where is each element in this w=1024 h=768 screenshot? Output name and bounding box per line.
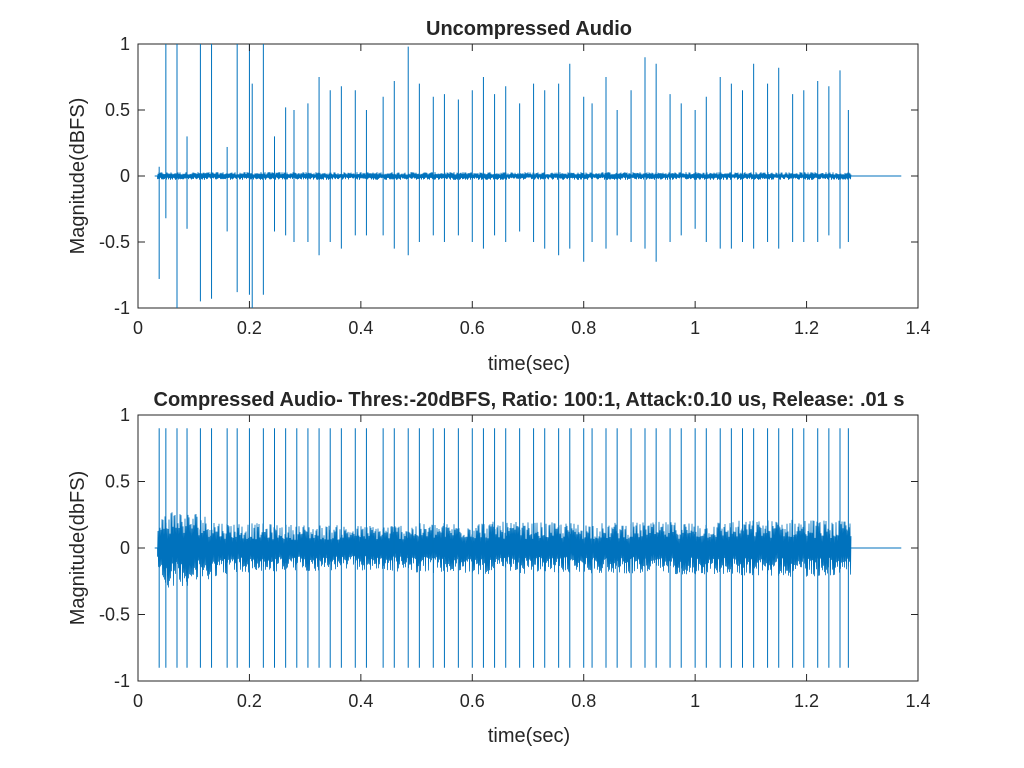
x-tick-label: 0	[133, 318, 143, 338]
y-tick-label: 0	[120, 166, 130, 186]
uncompressed-audio-plot: Uncompressed Audio 0 0.2 0.4 0.6 0.8 1 1.2 1.4 -…	[67, 18, 931, 375]
x-tick-label: 0.4	[348, 691, 373, 711]
y-axis-label: Magnitude(dbFS)	[67, 471, 89, 626]
y-tick-label: 1	[120, 34, 130, 54]
axis-ticks: 0 0.2 0.4 0.6 0.8 1 1.2 1.4 -1 -0.5 0 0.5 1	[99, 405, 931, 711]
x-tick-label: 1	[690, 691, 700, 711]
x-tick-label: 1	[690, 318, 700, 338]
waveform-body	[157, 512, 852, 588]
axis-ticks: 0 0.2 0.4 0.6 0.8 1 1.2 1.4 -1 -0.5 0 0.5 1	[99, 34, 931, 338]
plot-title: Uncompressed Audio	[426, 18, 632, 40]
y-axis-label: Magnitude(dBFS)	[67, 98, 89, 255]
y-tick-label: 1	[120, 405, 130, 425]
waveform-body	[157, 171, 852, 181]
compressed-audio-plot: Compressed Audio- Thres:-20dBFS, Ratio: …	[67, 389, 931, 747]
x-tick-label: 0.4	[348, 318, 373, 338]
x-tick-label: 0.2	[237, 691, 262, 711]
x-tick-label: 1.4	[905, 318, 930, 338]
x-tick-label: 0.8	[571, 318, 596, 338]
y-tick-label: -0.5	[99, 232, 130, 252]
x-tick-label: 1.2	[794, 318, 819, 338]
y-tick-label: -1	[114, 298, 130, 318]
y-tick-label: 0.5	[105, 100, 130, 120]
y-tick-label: 0	[120, 538, 130, 558]
audio-waveform-series	[154, 428, 902, 668]
plot-title: Compressed Audio- Thres:-20dBFS, Ratio: …	[154, 389, 905, 411]
x-axis-label: time(sec)	[488, 353, 570, 375]
y-tick-label: 0.5	[105, 472, 130, 492]
y-tick-label: -1	[114, 671, 130, 691]
x-tick-label: 1.2	[794, 691, 819, 711]
x-tick-label: 0	[133, 691, 143, 711]
x-tick-label: 0.8	[571, 691, 596, 711]
x-axis-label: time(sec)	[488, 725, 570, 747]
x-tick-label: 1.4	[905, 691, 930, 711]
y-tick-label: -0.5	[99, 605, 130, 625]
x-tick-label: 0.2	[237, 318, 262, 338]
x-tick-label: 0.6	[460, 691, 485, 711]
audio-waveform-series	[154, 44, 902, 308]
x-tick-label: 0.6	[460, 318, 485, 338]
